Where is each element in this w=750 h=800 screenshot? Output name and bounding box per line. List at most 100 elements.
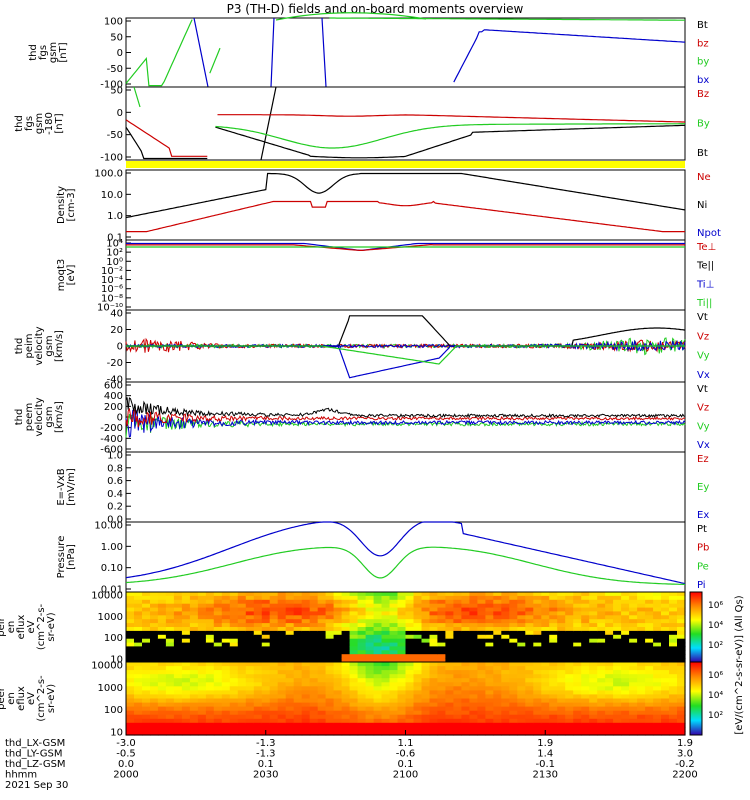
spectrogram-cell [637, 666, 646, 671]
spectrogram-cell [525, 658, 534, 663]
spectrogram-cell [165, 730, 175, 736]
spectrogram-cell [517, 603, 526, 609]
spectrogram-cell [629, 722, 638, 728]
spectrogram-cell [445, 654, 454, 659]
spectrogram-cell [405, 678, 415, 683]
spectrogram-cell [126, 690, 135, 696]
spectrogram-cell [445, 726, 454, 732]
spectrogram-cell [373, 646, 383, 651]
spectrogram-cell [333, 615, 343, 620]
spectrogram-cell [173, 662, 183, 667]
spectrogram-cell [461, 658, 470, 663]
spectrogram-cell [205, 627, 215, 632]
spectrogram-cell [517, 623, 526, 628]
spectrogram-cell [373, 666, 383, 671]
spectrogram-cell [237, 595, 247, 601]
spectrogram-cell [373, 642, 383, 648]
spectrogram-cell [213, 682, 223, 687]
spectrogram-cell [565, 662, 574, 667]
spectrogram-cell [317, 646, 327, 651]
spectrogram-cell [221, 670, 231, 675]
spectrogram-cell [173, 682, 183, 687]
spectrogram-cell [261, 623, 271, 628]
spectrogram-cell [493, 619, 502, 624]
spectrogram-cell [261, 634, 271, 640]
spectrogram-cell [285, 599, 295, 605]
spectrogram-cell [349, 634, 359, 640]
spectrogram-cell [277, 615, 287, 620]
spectrogram-cell [533, 611, 542, 616]
spectrogram-cell [469, 686, 478, 691]
spectrogram-cell [605, 718, 614, 724]
spectrogram-cell [285, 619, 295, 624]
spectrogram-cell [134, 642, 143, 648]
spectrogram-cell [221, 642, 231, 648]
spectrogram-cell [477, 615, 486, 620]
spectrogram-cell [293, 662, 303, 667]
spectrogram-cell [557, 607, 566, 613]
spectrogram-cell [597, 654, 606, 659]
spectrogram-cell [493, 686, 502, 691]
spectrogram-cell [597, 638, 606, 644]
spectrogram-cell [253, 670, 263, 675]
spectrogram-cell [253, 694, 263, 700]
spectrogram-cell [325, 674, 335, 679]
spectrogram-cell [213, 623, 223, 628]
spectrogram-cell [637, 698, 646, 704]
spectrogram-cell [493, 611, 502, 616]
spectrogram-cell [565, 702, 574, 708]
spectrogram-cell [285, 702, 295, 708]
spectrogram-cell [261, 698, 271, 704]
spectrogram-cell [181, 678, 191, 683]
spectrogram-cell [261, 595, 271, 601]
spectrogram-cell [501, 599, 510, 605]
spectrogram-cell [269, 710, 279, 716]
spectrogram-cell [181, 599, 191, 605]
spectrogram-cell [501, 642, 510, 648]
spectrogram-cell [277, 710, 287, 716]
spectrogram-cell [325, 714, 335, 720]
spectrogram-cell [597, 630, 606, 636]
spectrogram-cell [173, 698, 183, 704]
spectrogram-cell [389, 718, 399, 724]
spectrogram-cell [365, 702, 375, 708]
spectrogram-cell [525, 611, 534, 616]
spectrogram-cell [237, 666, 247, 671]
spectrogram-cell [437, 650, 446, 655]
spectrogram-cell [213, 646, 223, 651]
spectrogram-cell [381, 686, 391, 691]
spectrogram-cell [126, 634, 135, 640]
spectrogram-cell [533, 650, 542, 655]
spectrogram-cell [397, 658, 407, 663]
spectrogram-cell [261, 726, 271, 732]
spectrogram-cell [333, 674, 343, 679]
spectrogram-cell [189, 654, 199, 659]
spectrogram-cell [541, 619, 550, 624]
spectrogram-cell [621, 730, 630, 736]
spectrogram-cell [485, 650, 494, 655]
spectrogram-cell [142, 722, 151, 728]
colorbar-tick-label: 10² [708, 711, 723, 721]
spectrogram-cell [253, 619, 263, 624]
spectrogram-cell [549, 603, 558, 609]
spectrogram-cell [325, 666, 335, 671]
spectrogram-cell [533, 702, 542, 708]
spectrogram-cell [277, 650, 287, 655]
spectrogram-cell [677, 595, 686, 601]
spectrogram-cell [229, 694, 239, 700]
spectrogram-cell [245, 627, 255, 632]
spectrogram-cell [213, 702, 223, 708]
spectrogram-cell [165, 642, 175, 648]
spectrogram-cell [221, 607, 231, 613]
spectrogram-cell [589, 730, 598, 736]
x-axis-value: 2100 [393, 770, 418, 781]
spectrogram-cell [189, 611, 199, 616]
spectrogram-cell [581, 662, 590, 667]
spectrogram-cell [173, 666, 183, 671]
spectrogram-cell [373, 650, 383, 655]
spectrogram-cell [421, 607, 431, 613]
status-bar [126, 161, 685, 168]
spectrogram-cell [541, 714, 550, 720]
spectrogram-cell [229, 706, 239, 712]
spectrogram-cell [293, 599, 303, 605]
